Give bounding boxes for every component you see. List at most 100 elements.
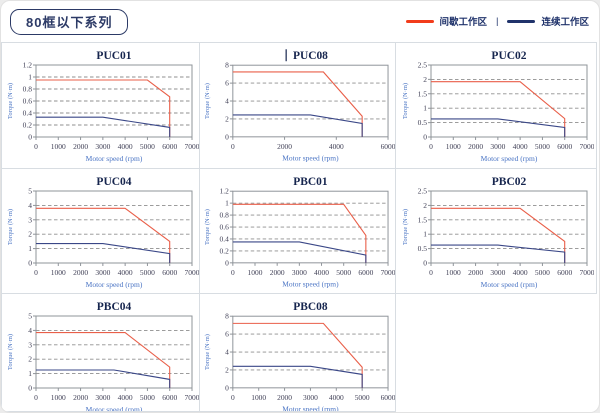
x-tick-label: 7000: [580, 142, 595, 151]
intermittent-line: [232, 203, 367, 263]
chart-PUC01: PUC01 0 0.2 0.4 0.6 0.8 1 1.2 0 1000 2000 3000 4000 5…: [7, 50, 199, 163]
chart-PBC08: PBC08 0 2 4 6 8 0 1000 2000 3000 4000 5000 6000 Motor…: [204, 301, 395, 411]
chart-PBC04: PBC04 0 1 2 3 4 5 0 1000 2000 3000 4000 5000 6000 7000…: [7, 301, 199, 412]
x-tick-label: 1000: [251, 393, 266, 402]
y-tick-label: 4: [225, 348, 229, 357]
chart-title: PBC08: [293, 301, 328, 313]
x-tick-label: 0: [34, 142, 38, 151]
y-tick-label: 1.2: [220, 187, 230, 196]
page-title: 80框以下系列: [26, 15, 113, 30]
chart-PBC02: PBC02 0 0.5 1 1.5 2 2.5 0 1000 2000 3000 4000 5000 60…: [402, 176, 595, 289]
x-tick-label: 1000: [446, 142, 461, 151]
x-tick-label: 2000: [468, 142, 483, 151]
intermittent-line: [431, 207, 566, 263]
y-tick-label: 4: [225, 97, 229, 106]
y-tick-label: 0.2: [22, 121, 32, 130]
y-axis-label: Torque (N·m): [204, 209, 211, 245]
intermittent-line: [35, 207, 170, 263]
x-tick-label: 5000: [139, 268, 154, 277]
y-tick-label: 0: [225, 132, 229, 141]
x-axis-label: Motor speed (rpm): [85, 405, 142, 412]
plot-area-border: [430, 190, 588, 264]
y-tick-label: 0: [423, 133, 427, 142]
x-tick-label: 0: [231, 393, 235, 402]
x-tick-label: 6000: [557, 268, 572, 277]
x-axis-label: Motor speed (rpm): [481, 154, 538, 163]
continuous-line: [232, 365, 363, 388]
chart-title: PBC01: [293, 176, 328, 188]
x-tick-label: 1000: [50, 268, 65, 277]
x-tick-label: 0: [34, 393, 38, 402]
y-axis-label: Torque (N·m): [7, 83, 14, 119]
x-tick-label: 3000: [292, 268, 307, 277]
x-tick-label: 2000: [270, 268, 285, 277]
y-tick-label: 0: [225, 258, 229, 267]
x-tick-label: 2000: [277, 393, 292, 402]
plot-area-border: [430, 64, 588, 138]
x-tick-label: 6000: [381, 142, 395, 151]
y-axis-label: Torque (N·m): [7, 334, 14, 370]
x-tick-label: 5000: [535, 142, 550, 151]
chart-PUC04: PUC04 0 1 2 3 4 5 0 1000 2000 3000 4000 5000 6000 7000…: [7, 176, 199, 289]
y-tick-label: 0.2: [220, 246, 230, 255]
empty-cell: [395, 293, 597, 412]
y-tick-label: 2: [423, 75, 427, 84]
x-tick-label: 0: [231, 142, 235, 151]
legend-separator: |: [496, 15, 499, 27]
series-title-badge: 80框以下系列: [10, 9, 129, 35]
y-tick-label: 8: [225, 312, 229, 321]
x-tick-label: 4000: [513, 142, 528, 151]
y-tick-label: 4: [28, 326, 32, 335]
chart-cell-PUC04: PUC04 0 1 2 3 4 5 0 1000 2000 3000 4000 5000 6000 7000…: [1, 168, 199, 293]
continuous-line: [35, 369, 170, 388]
y-tick-label: 5: [28, 187, 32, 196]
x-axis-label: Motor speed (rpm): [282, 154, 339, 163]
chart-PUC02: PUC02 0 0.5 1 1.5 2 2.5 0 1000 2000 3000 4000 5000 60…: [402, 50, 595, 163]
x-tick-label: 3000: [303, 393, 318, 402]
x-tick-label: 5000: [535, 268, 550, 277]
y-tick-label: 2.5: [418, 187, 428, 196]
y-tick-label: 0.4: [22, 109, 32, 118]
chart-title: PUC02: [491, 50, 526, 62]
y-tick-label: 0: [423, 259, 427, 268]
intermittent-line: [35, 79, 170, 137]
x-tick-label: 3000: [490, 268, 505, 277]
y-axis-label: Torque (N·m): [402, 209, 409, 245]
y-tick-label: 2: [28, 230, 32, 239]
chart-cell-PBC08: PBC08 0 2 4 6 8 0 1000 2000 3000 4000 5000 6000 Motor…: [199, 293, 395, 412]
x-tick-label: 2000: [277, 142, 292, 151]
plot-area-border: [35, 190, 192, 264]
y-tick-label: 2: [225, 114, 229, 123]
y-tick-label: 0: [28, 259, 32, 268]
continuous-line: [431, 244, 566, 263]
x-tick-label: 0: [34, 268, 38, 277]
y-tick-label: 0.8: [220, 211, 230, 220]
y-tick-label: 1.5: [418, 215, 428, 224]
x-tick-label: 6000: [162, 142, 177, 151]
x-axis-label: Motor speed (rpm): [481, 280, 538, 289]
y-tick-label: 0.5: [418, 244, 428, 253]
x-tick-label: 6000: [162, 393, 177, 402]
plot-area-border: [35, 315, 192, 389]
y-tick-label: 0.4: [220, 234, 230, 243]
y-axis-label: Torque (N·m): [204, 83, 211, 119]
continuous-line: [431, 118, 566, 137]
y-tick-label: 1: [28, 244, 32, 253]
chart-cell-PUC02: PUC02 0 0.5 1 1.5 2 2.5 0 1000 2000 3000 4000 5000 60…: [395, 42, 597, 168]
x-tick-label: 6000: [381, 393, 395, 402]
intermittent-line: [232, 322, 363, 388]
x-tick-label: 0: [429, 268, 433, 277]
y-tick-label: 3: [28, 340, 32, 349]
y-tick-label: 1: [225, 199, 229, 208]
x-tick-label: 5000: [355, 393, 370, 402]
intermittent-line: [35, 332, 170, 388]
y-tick-label: 6: [225, 79, 229, 88]
x-tick-label: 7000: [381, 268, 395, 277]
chart-PBC01: PBC01 0 0.2 0.4 0.6 0.8 1 1.2 0 1000 2000 3000 4000 5…: [204, 176, 395, 288]
chart-title: PUC04: [96, 176, 131, 188]
x-tick-label: 5000: [139, 142, 154, 151]
x-tick-label: 4000: [117, 393, 132, 402]
x-axis-label: Motor speed (rpm): [85, 154, 142, 163]
y-tick-label: 5: [28, 312, 32, 321]
x-tick-label: 7000: [580, 268, 595, 277]
